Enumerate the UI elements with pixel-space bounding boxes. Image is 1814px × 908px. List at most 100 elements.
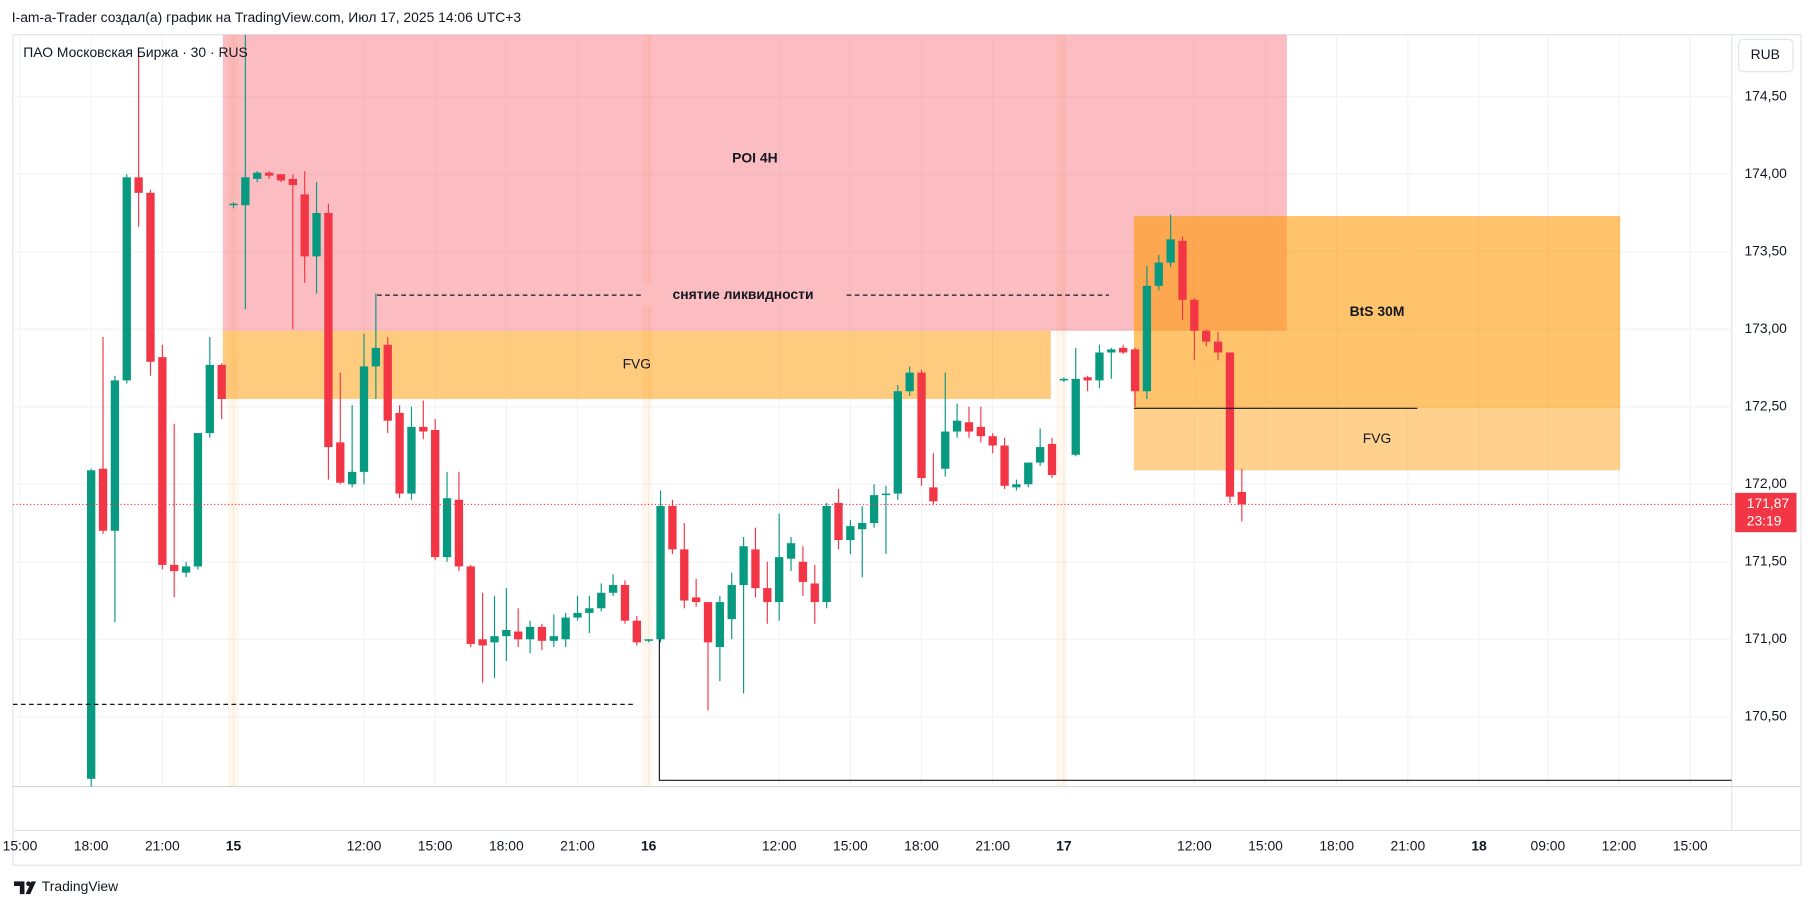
drawings: снятие ликвидности: [12, 284, 1732, 781]
candle-body: [241, 177, 250, 206]
candle-body: [1083, 377, 1092, 381]
candle-body: [869, 495, 879, 524]
candle-body: [727, 585, 736, 620]
candle-body: [312, 212, 321, 257]
x-tick-label: 21:00: [560, 837, 595, 853]
trend-line: [658, 639, 1732, 781]
line-label-bg: [641, 284, 845, 306]
x-tick-label: 09:00: [1530, 837, 1565, 853]
candle-body: [395, 412, 404, 494]
candle-body: [514, 631, 523, 640]
candle-body: [668, 505, 677, 550]
x-tick-label: 17: [1056, 837, 1072, 853]
candle-body: [490, 636, 499, 643]
candle-body: [608, 585, 618, 593]
candle-body: [1166, 239, 1175, 263]
candle-body: [466, 566, 475, 644]
candle-body: [1178, 240, 1187, 300]
candle-body: [502, 629, 511, 637]
zone: [222, 34, 1287, 331]
candle-body: [146, 192, 155, 362]
x-tick-label: 18:00: [74, 837, 109, 853]
candle-body: [264, 172, 274, 176]
currency-box[interactable]: [1738, 38, 1794, 73]
candle-body: [1130, 349, 1140, 392]
candle-body: [1071, 378, 1080, 455]
last-price-tag: [1735, 492, 1797, 533]
y-tick-label: 171,00: [1744, 630, 1787, 646]
candle-body: [715, 602, 725, 648]
candle-body: [834, 502, 843, 541]
x-tick-label: 18: [1471, 837, 1487, 853]
candle-body: [1119, 347, 1128, 353]
candle-body: [1142, 285, 1152, 392]
x-tick-label: 15:00: [833, 837, 868, 853]
candle-body: [798, 561, 808, 582]
candle-body: [229, 203, 238, 206]
candle-body: [573, 612, 582, 618]
candle-body: [786, 543, 796, 559]
grid: [12, 34, 1732, 787]
candle-body: [87, 470, 96, 779]
candle-body: [656, 505, 665, 640]
candle-body: [620, 585, 630, 621]
x-tick-label: 16: [641, 837, 657, 853]
brand-logo: [14, 881, 37, 895]
candle-body: [964, 422, 974, 432]
candle-body: [1190, 299, 1199, 331]
candle-body: [276, 174, 286, 181]
candle-body: [881, 493, 891, 496]
candle-body: [205, 364, 214, 434]
zone-label: FVG: [623, 356, 652, 372]
y-tick-label: 174,00: [1744, 165, 1787, 181]
x-tick-label: 12:00: [1602, 837, 1637, 853]
frame: [12, 34, 1802, 866]
candle-body: [952, 420, 962, 432]
candle-body: [858, 523, 867, 530]
zone: [1133, 408, 1621, 471]
currency[interactable]: RUB: [1751, 46, 1780, 62]
last-price-label: 171,87: [1747, 495, 1790, 511]
x-tick-label: 12:00: [1177, 837, 1212, 853]
session-break: [1056, 34, 1067, 787]
candle-body: [739, 546, 748, 586]
axes: 170,50 171,00 171,50 172,00 172,50 173,00 173,…: [3, 87, 1797, 853]
candle-body: [929, 487, 938, 502]
candle-body: [1213, 341, 1223, 353]
candle-body: [691, 597, 701, 603]
candle-body: [597, 592, 606, 609]
candle-body: [98, 468, 108, 531]
candle-body: [371, 347, 381, 367]
candle-body: [917, 372, 926, 479]
candle-body: [549, 636, 558, 641]
candle-body: [525, 626, 535, 640]
candle-body: [846, 526, 855, 541]
brand: TradingView: [42, 878, 119, 894]
candle-body: [300, 194, 309, 257]
candle-body: [905, 372, 914, 392]
x-tick-label: 18:00: [904, 837, 939, 853]
candle-body: [347, 471, 357, 485]
candle-body: [1237, 492, 1246, 505]
candle-body: [893, 391, 902, 494]
x-tick-label: 12:00: [347, 837, 382, 853]
candle-body: [407, 426, 416, 494]
candle-body: [1095, 352, 1104, 381]
y-tick-label: 172,00: [1744, 475, 1787, 491]
candle-body: [170, 564, 179, 572]
countdown: 23:19: [1747, 512, 1782, 528]
candle-body: [988, 436, 997, 446]
x-tick-label: 12:00: [762, 837, 797, 853]
candle-body: [703, 602, 713, 643]
candle-body: [810, 583, 819, 603]
candle-body: [181, 566, 191, 573]
header-credit: I-am-a-Trader создал(а) график на Tradin…: [12, 9, 522, 25]
candle-body: [1000, 445, 1009, 486]
candle-body: [158, 357, 167, 565]
candle-body: [1012, 484, 1021, 488]
candle-body: [288, 178, 297, 186]
candle-body: [822, 505, 831, 603]
x-tick-label: 15:00: [1673, 837, 1708, 853]
session-break: [228, 34, 239, 787]
